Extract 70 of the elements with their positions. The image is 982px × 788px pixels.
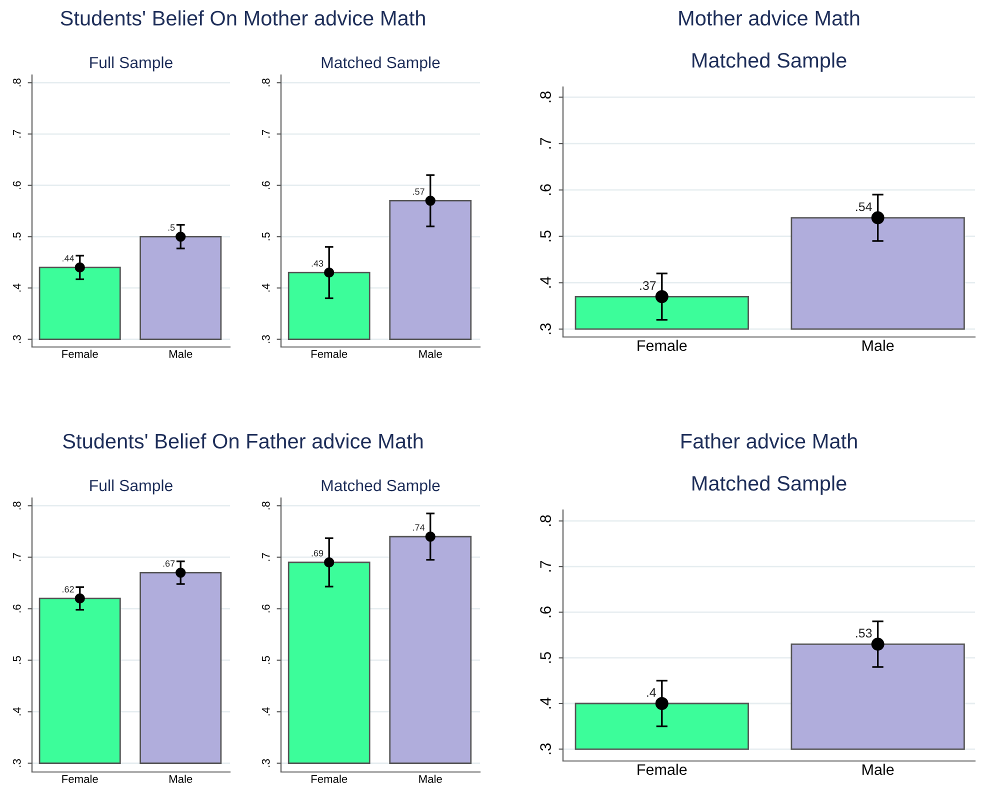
y-tick-label: .7	[540, 138, 551, 149]
y-tick-label: .4	[13, 707, 21, 716]
y-tick-label: .7	[262, 553, 270, 561]
x-tick-label: Female	[311, 350, 348, 358]
x-tick-label: Male	[862, 764, 894, 775]
y-tick-label: .4	[262, 284, 270, 292]
y-tick-label: .8	[540, 91, 551, 102]
y-tick-label: .4	[540, 276, 551, 288]
x-tick-label: Male	[419, 774, 442, 783]
data-label: .54	[856, 202, 872, 212]
y-tick-label: .7	[262, 130, 270, 138]
y-tick-label: .5	[13, 232, 21, 240]
data-label: .43	[312, 260, 324, 267]
y-tick-label: .8	[12, 78, 21, 86]
chart-subtitle: Matched Sample	[692, 52, 846, 72]
y-tick-label: .7	[540, 560, 551, 572]
chart-title: Full Sample	[90, 56, 172, 72]
x-tick-label: Male	[862, 340, 894, 351]
y-tick-label: .3	[540, 323, 551, 334]
y-tick-label: .6	[262, 181, 270, 189]
x-tick-label: Male	[419, 350, 442, 358]
y-tick-label: .3	[12, 335, 21, 343]
data-label: .69	[312, 550, 324, 556]
data-label: .57	[413, 188, 424, 195]
text: Students' Belief On Father advice Math	[63, 433, 423, 449]
y-tick-label: .3	[262, 335, 270, 343]
data-label: .5	[168, 224, 175, 231]
y-tick-label: .3	[262, 759, 270, 767]
y-tick-label: .5	[262, 656, 270, 664]
y-tick-label: .3	[540, 743, 551, 754]
y-tick-label: .7	[13, 553, 21, 561]
data-label: .4	[647, 688, 656, 697]
data-label: .53	[856, 628, 872, 638]
y-tick-label: .6	[262, 604, 270, 612]
y-tick-label: .6	[12, 181, 21, 189]
y-tick-label: .6	[540, 184, 551, 195]
x-tick-label: Female	[638, 340, 687, 351]
y-tick-label: .5	[540, 652, 551, 663]
x-tick-label: Male	[169, 774, 192, 783]
y-tick-label: .4	[262, 707, 270, 716]
y-tick-label: .6	[12, 604, 21, 612]
y-tick-label: .7	[13, 130, 21, 138]
y-tick-label: .4	[540, 698, 551, 708]
chart-title: Full Sample	[90, 479, 172, 494]
chart-title: Matched Sample	[322, 56, 440, 72]
chart-title: Mother advice Math	[679, 10, 860, 26]
y-tick-label: .8	[262, 502, 270, 510]
chart-subtitle: Matched Sample	[692, 475, 846, 495]
y-tick-label: .6	[540, 606, 551, 618]
x-tick-label: Male	[169, 350, 192, 358]
x-tick-label: Female	[62, 774, 98, 783]
x-tick-label: Female	[638, 764, 687, 775]
y-tick-label: .5	[13, 656, 21, 664]
y-tick-label: .8	[540, 515, 551, 526]
y-tick-label: .5	[262, 232, 270, 240]
text: Students' Belief On Mother advice Math	[60, 10, 425, 26]
data-label: .74	[413, 524, 425, 531]
data-label: .67	[163, 560, 175, 567]
chart-title: Matched Sample	[322, 479, 440, 494]
data-label: .44	[62, 255, 74, 262]
chart-title: Father advice Math	[682, 433, 857, 449]
y-tick-label: .8	[12, 502, 21, 510]
y-tick-label: .5	[540, 230, 551, 242]
y-tick-label: .4	[13, 284, 21, 292]
y-tick-label: .3	[12, 759, 21, 767]
x-tick-label: Female	[311, 774, 348, 783]
data-label: .37	[640, 281, 656, 290]
x-tick-label: Female	[62, 350, 98, 358]
y-tick-label: .8	[262, 78, 270, 86]
data-label: .62	[62, 586, 74, 592]
